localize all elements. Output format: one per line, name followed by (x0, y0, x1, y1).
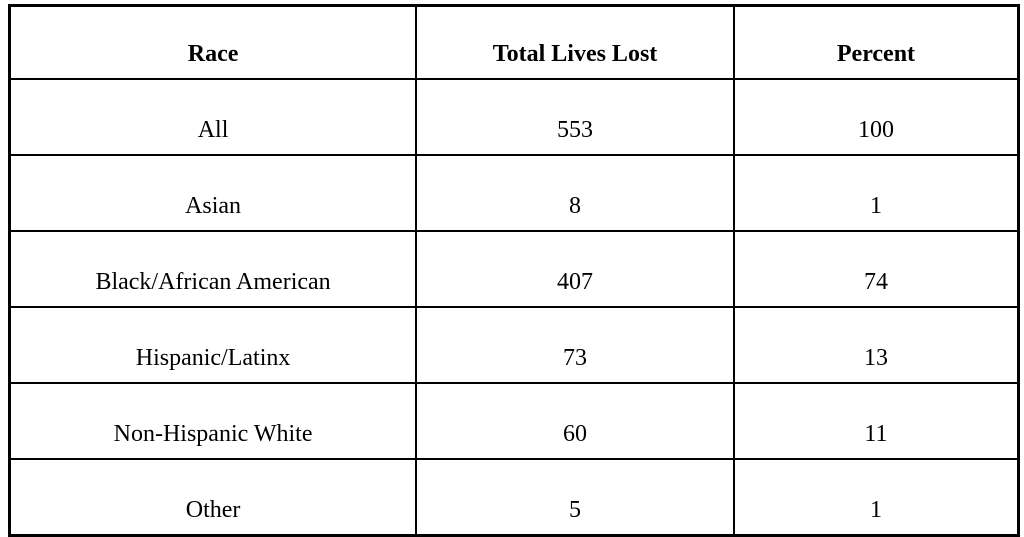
table-row: Hispanic/Latinx 73 13 (8, 306, 1020, 384)
table-body: All 553 100 Asian 8 1 Black/African Amer… (8, 78, 1020, 537)
header-row: Race Total Lives Lost Percent (8, 4, 1020, 80)
total-cell: 60 (415, 382, 735, 460)
total-cell: 5 (415, 458, 735, 537)
table-row: Black/African American 407 74 (8, 230, 1020, 308)
race-cell: Non-Hispanic White (8, 382, 418, 460)
race-cell: All (8, 78, 418, 156)
race-cell: Other (8, 458, 418, 537)
percent-cell: 11 (732, 382, 1020, 460)
table-row: Non-Hispanic White 60 11 (8, 382, 1020, 460)
race-cell: Hispanic/Latinx (8, 306, 418, 384)
table-row: All 553 100 (8, 78, 1020, 156)
column-header-percent: Percent (732, 4, 1020, 80)
percent-cell: 74 (732, 230, 1020, 308)
percent-cell: 1 (732, 154, 1020, 232)
total-cell: 73 (415, 306, 735, 384)
column-header-race: Race (8, 4, 418, 80)
column-header-total-lives-lost: Total Lives Lost (415, 4, 735, 80)
table-row: Asian 8 1 (8, 154, 1020, 232)
total-cell: 8 (415, 154, 735, 232)
race-cell: Black/African American (8, 230, 418, 308)
total-cell: 553 (415, 78, 735, 156)
percent-cell: 1 (732, 458, 1020, 537)
table-header: Race Total Lives Lost Percent (8, 4, 1020, 80)
lives-lost-by-race-table: Race Total Lives Lost Percent All 553 10… (8, 4, 1020, 537)
table-row: Other 5 1 (8, 458, 1020, 537)
percent-cell: 13 (732, 306, 1020, 384)
race-cell: Asian (8, 154, 418, 232)
percent-cell: 100 (732, 78, 1020, 156)
total-cell: 407 (415, 230, 735, 308)
